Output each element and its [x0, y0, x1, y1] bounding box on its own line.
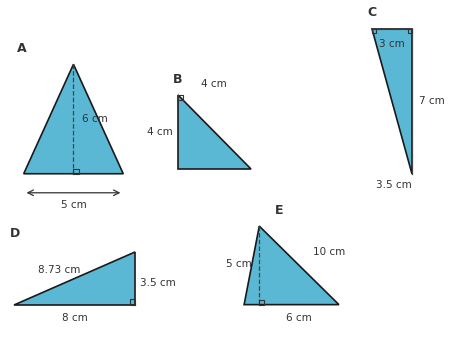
Text: 6 cm: 6 cm — [286, 313, 311, 323]
Polygon shape — [372, 29, 412, 174]
Polygon shape — [24, 64, 123, 174]
Polygon shape — [14, 252, 135, 305]
Polygon shape — [244, 226, 339, 305]
Text: 4 cm: 4 cm — [147, 127, 173, 137]
Text: 8 cm: 8 cm — [62, 313, 87, 323]
Text: 3.5 cm: 3.5 cm — [375, 180, 411, 190]
Text: 4 cm: 4 cm — [201, 80, 227, 90]
Text: C: C — [367, 6, 376, 19]
Text: 3 cm: 3 cm — [379, 39, 405, 49]
Text: 3.5 cm: 3.5 cm — [140, 278, 175, 288]
Text: 10 cm: 10 cm — [313, 247, 345, 257]
Text: B: B — [173, 73, 182, 86]
Text: 5 cm: 5 cm — [227, 259, 252, 269]
Polygon shape — [178, 95, 251, 169]
Text: E: E — [275, 203, 283, 217]
Text: 5 cm: 5 cm — [61, 200, 86, 210]
Text: D: D — [9, 227, 20, 240]
Text: 7 cm: 7 cm — [419, 96, 445, 106]
Text: 8.73 cm: 8.73 cm — [38, 265, 81, 275]
Text: A: A — [17, 42, 26, 55]
Text: 6 cm: 6 cm — [82, 114, 107, 124]
